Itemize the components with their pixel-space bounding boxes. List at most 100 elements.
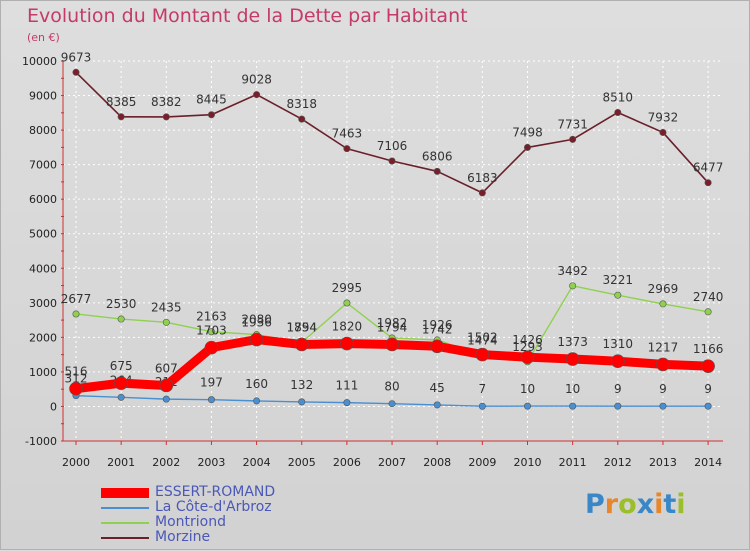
logo-letter: i xyxy=(676,489,686,520)
x-tick-label: 2000 xyxy=(62,456,90,469)
data-point-morzine xyxy=(253,91,261,99)
data-point-essert-romand xyxy=(610,354,625,369)
data-point-essert-romand xyxy=(159,378,174,393)
legend-swatch xyxy=(101,506,149,509)
chart-title: Evolution du Montant de la Dette par Hab… xyxy=(27,5,468,27)
data-label-essert-romand: 1217 xyxy=(648,340,679,354)
data-point-essert-romand xyxy=(385,337,399,352)
data-label-morzine: 7932 xyxy=(648,110,679,124)
y-tick-label: 2000 xyxy=(29,331,57,344)
data-point-la-c-te-d-arbroz xyxy=(162,395,170,403)
logo-letter: x xyxy=(636,489,655,520)
data-point-essert-romand xyxy=(294,337,309,352)
y-tick-label: 4000 xyxy=(29,262,57,275)
data-label-morzine: 9673 xyxy=(61,50,92,64)
data-label-morzine: 7731 xyxy=(557,117,588,131)
x-tick-label: 2004 xyxy=(243,456,271,469)
data-point-montriond xyxy=(659,300,667,308)
data-label-la-c-te-d-arbroz: 160 xyxy=(245,377,268,391)
data-label-la-c-te-d-arbroz: 9 xyxy=(614,382,622,396)
data-point-essert-romand xyxy=(565,352,580,366)
data-point-la-c-te-d-arbroz xyxy=(207,396,215,404)
x-tick-label: 2010 xyxy=(514,456,542,469)
data-point-montriond xyxy=(704,308,712,316)
data-point-la-c-te-d-arbroz xyxy=(343,399,351,407)
data-point-essert-romand xyxy=(114,376,128,390)
y-tick-label: 8000 xyxy=(29,124,57,137)
y-tick-label: 7000 xyxy=(29,159,57,172)
data-point-montriond xyxy=(162,318,170,326)
legend-item-montriond: Montriond xyxy=(101,515,275,530)
data-label-morzine: 9028 xyxy=(241,73,272,87)
data-point-essert-romand xyxy=(656,357,670,372)
data-label-morzine: 7463 xyxy=(332,127,363,141)
data-point-morzine xyxy=(614,108,622,116)
data-label-la-c-te-d-arbroz: 132 xyxy=(290,378,313,392)
chart-subtitle: (en €) xyxy=(27,31,60,44)
data-label-essert-romand: 1820 xyxy=(332,320,363,334)
data-label-montriond: 1926 xyxy=(422,318,453,332)
data-label-morzine: 8385 xyxy=(106,95,137,109)
data-label-morzine: 7498 xyxy=(512,125,543,139)
data-point-morzine xyxy=(207,111,215,119)
data-label-morzine: 8445 xyxy=(196,93,227,107)
data-point-essert-romand xyxy=(340,336,354,351)
data-point-morzine xyxy=(659,128,667,136)
data-point-morzine xyxy=(298,115,306,123)
data-point-la-c-te-d-arbroz xyxy=(523,402,531,410)
data-point-la-c-te-d-arbroz xyxy=(659,402,667,410)
data-label-essert-romand: 1310 xyxy=(603,337,634,351)
x-tick-label: 2002 xyxy=(152,456,180,469)
data-label-essert-romand: 1373 xyxy=(557,335,588,349)
data-label-morzine: 6477 xyxy=(693,161,724,175)
data-label-la-c-te-d-arbroz: 111 xyxy=(335,379,358,393)
legend-item-morzine: Morzine xyxy=(101,530,275,545)
x-tick-label: 2001 xyxy=(107,456,135,469)
data-point-la-c-te-d-arbroz xyxy=(569,402,577,410)
data-label-la-c-te-d-arbroz: 9 xyxy=(704,382,712,396)
data-label-essert-romand: 607 xyxy=(155,361,178,375)
logo-letter: i xyxy=(654,489,664,520)
data-label-montriond: 3221 xyxy=(603,273,634,287)
data-label-montriond: 2435 xyxy=(151,300,182,314)
data-point-la-c-te-d-arbroz xyxy=(614,402,622,410)
data-label-montriond: 2995 xyxy=(332,281,363,295)
data-point-essert-romand xyxy=(520,350,535,364)
proxiti-logo: Proxiti xyxy=(585,489,686,520)
x-tick-label: 2003 xyxy=(197,456,225,469)
data-label-essert-romand: 516 xyxy=(65,365,88,379)
data-label-essert-romand: 1936 xyxy=(241,316,272,330)
y-tick-label: 6000 xyxy=(29,193,57,206)
data-point-morzine xyxy=(117,113,125,121)
data-label-montriond: 1293 xyxy=(512,340,543,354)
data-point-essert-romand xyxy=(249,332,264,347)
data-label-essert-romand: 1703 xyxy=(196,324,227,338)
data-label-montriond: 2163 xyxy=(196,310,227,324)
data-label-la-c-te-d-arbroz: 9 xyxy=(659,382,667,396)
x-tick-label: 2014 xyxy=(694,456,722,469)
data-point-essert-romand xyxy=(701,359,715,373)
data-point-essert-romand xyxy=(69,381,83,396)
data-label-montriond: 2677 xyxy=(61,292,92,306)
data-point-montriond xyxy=(343,299,351,307)
data-point-morzine xyxy=(343,145,351,153)
logo-letter: o xyxy=(618,489,637,520)
data-label-essert-romand: 1166 xyxy=(693,342,724,356)
data-label-montriond: 1854 xyxy=(286,320,317,334)
data-label-la-c-te-d-arbroz: 45 xyxy=(430,381,445,395)
y-tick-label: 0 xyxy=(50,400,57,413)
data-point-morzine xyxy=(433,167,441,175)
data-point-morzine xyxy=(569,135,577,143)
logo-letter: r xyxy=(604,489,619,520)
data-point-essert-romand xyxy=(475,347,490,362)
data-label-la-c-te-d-arbroz: 80 xyxy=(384,380,399,394)
data-point-montriond xyxy=(207,328,215,336)
data-label-la-c-te-d-arbroz: 10 xyxy=(520,382,535,396)
chart-legend: ESSERT-ROMAND La Côte-d'Arbroz Montriond Mo… xyxy=(101,485,275,545)
data-label-montriond: 2740 xyxy=(693,290,724,304)
x-tick-label: 2012 xyxy=(604,456,632,469)
data-label-montriond: 2080 xyxy=(241,313,272,327)
data-label-la-c-te-d-arbroz: 7 xyxy=(479,382,487,396)
data-point-la-c-te-d-arbroz xyxy=(704,402,712,410)
